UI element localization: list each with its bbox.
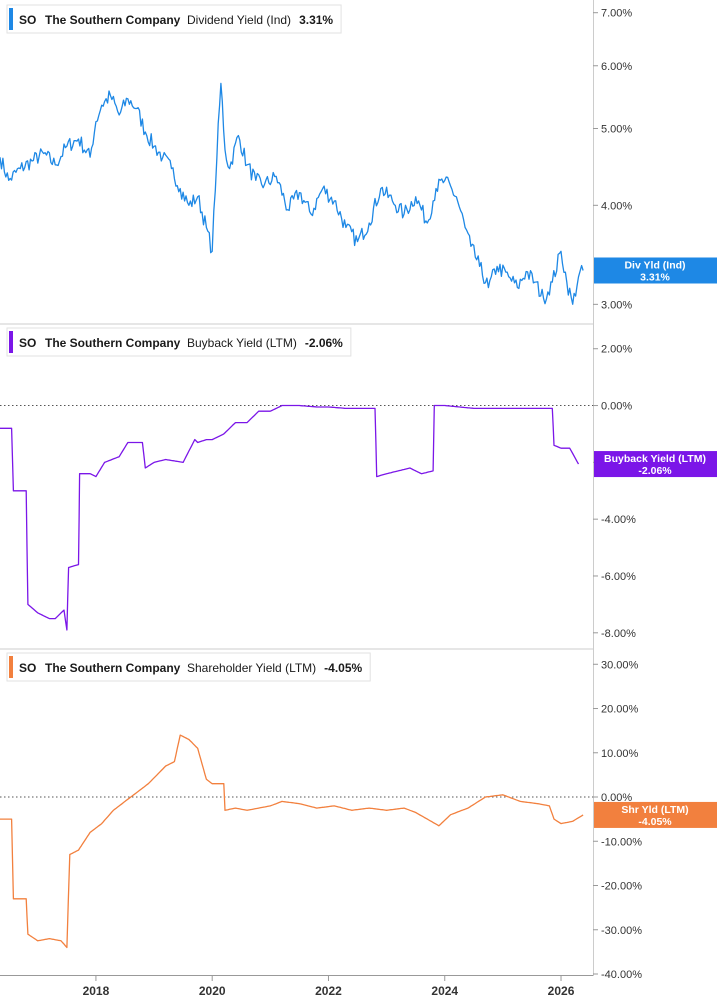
- legend-swatch: [9, 8, 13, 30]
- value-tag-label: Shr Yld (LTM): [621, 804, 688, 816]
- x-tick-label: 2024: [431, 984, 458, 998]
- y-tick-label: 20.00%: [601, 704, 639, 716]
- legend: SO The Southern Company Buyback Yield (LTM…: [6, 327, 352, 357]
- legend-company: The Southern Company: [45, 336, 181, 350]
- legend-company: The Southern Company: [45, 13, 181, 27]
- series-line: [0, 734, 584, 949]
- panel-2: 2.00% 0.00% -4.00% -6.00% -8.00% SO The Southe…: [0, 327, 717, 640]
- y-tick-label: -8.00%: [601, 628, 636, 640]
- legend-box: [6, 327, 352, 357]
- y-tick-label: 3.00%: [601, 299, 632, 311]
- series-line: [0, 404, 580, 631]
- y-tick-label: 4.00%: [601, 200, 632, 212]
- y-tick-label: -20.00%: [601, 881, 642, 893]
- panel-3: 30.00% 20.00% 10.00% 0.00% -10.00% -20.00% -30…: [0, 652, 717, 981]
- value-tag-bg: [594, 451, 717, 478]
- legend-current-value: 3.31%: [299, 13, 333, 27]
- legend-metric: Buyback Yield (LTM): [187, 336, 297, 350]
- y-tick-label: -10.00%: [601, 836, 642, 848]
- y-tick-label: -40.00%: [601, 969, 642, 981]
- legend-metric: Dividend Yield (Ind): [187, 13, 291, 27]
- y-tick-label: 0.00%: [601, 401, 632, 413]
- legend-company: The Southern Company: [45, 661, 181, 675]
- legend: SO The Southern Company Shareholder Yield …: [6, 652, 371, 682]
- y-tick-label: -30.00%: [601, 925, 642, 937]
- y-tick-label: -6.00%: [601, 571, 636, 583]
- value-tag-label: Div Yld (Ind): [624, 259, 685, 271]
- value-tag-value: 3.31%: [640, 271, 670, 283]
- value-tag: Shr Yld (LTM)-4.05%: [594, 801, 717, 828]
- y-tick-label: 30.00%: [601, 659, 639, 671]
- x-tick-label: 2026: [548, 984, 575, 998]
- x-tick-label: 2018: [83, 984, 110, 998]
- legend-ticker: SO: [19, 336, 36, 350]
- value-tag: Div Yld (Ind)3.31%: [594, 257, 717, 284]
- y-tick-label: 5.00%: [601, 124, 632, 136]
- x-tick-label: 2022: [315, 984, 342, 998]
- y-tick-label: 2.00%: [601, 344, 632, 356]
- legend-ticker: SO: [19, 661, 36, 675]
- legend-box: [6, 4, 342, 34]
- value-tag-bg: [594, 801, 717, 828]
- y-tick-label: 6.00%: [601, 61, 632, 73]
- y-tick-label: -4.00%: [601, 514, 636, 526]
- legend-box: [6, 652, 371, 682]
- y-tick-label: 10.00%: [601, 748, 639, 760]
- legend-swatch: [9, 331, 13, 353]
- series-line: [0, 82, 584, 305]
- panel-1: 3.00% 4.00% 5.00% 6.00% 7.00% SO The Southern …: [0, 4, 717, 311]
- legend-ticker: SO: [19, 13, 36, 27]
- value-tag-bg: [594, 257, 717, 284]
- legend-swatch: [9, 656, 13, 678]
- legend-current-value: -4.05%: [324, 661, 362, 675]
- y-tick-label: 0.00%: [601, 792, 632, 804]
- value-tag-value: -2.06%: [638, 465, 672, 477]
- legend-metric: Shareholder Yield (LTM): [187, 661, 316, 675]
- x-tick-label: 2020: [199, 984, 226, 998]
- value-tag-label: Buyback Yield (LTM): [604, 453, 706, 465]
- legend: SO The Southern Company Dividend Yield (In…: [6, 4, 342, 34]
- value-tag: Buyback Yield (LTM)-2.06%: [594, 451, 717, 478]
- legend-current-value: -2.06%: [305, 336, 343, 350]
- y-tick-label: 7.00%: [601, 8, 632, 20]
- value-tag-value: -4.05%: [638, 816, 672, 828]
